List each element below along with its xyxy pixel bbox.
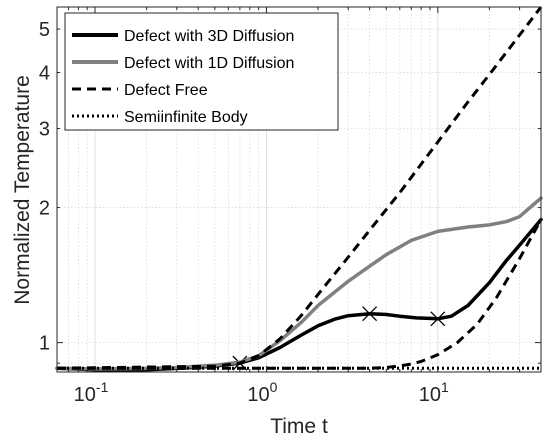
- y-tick-label: 4: [39, 63, 50, 85]
- x-tick-label: 101: [419, 379, 449, 406]
- legend-label: Semiinfinite Body: [124, 109, 248, 126]
- plot-frame: [56, 6, 542, 373]
- data-marker: [362, 306, 378, 322]
- legend-item: Defect with 3D Diffusion: [72, 28, 294, 45]
- x-tick-label: 100: [247, 379, 277, 406]
- legend-box: [64, 12, 339, 131]
- y-tick-label: 2: [39, 198, 50, 220]
- legend-item: Semiinfinite Body: [72, 109, 248, 126]
- legend-item: Defect with 1D Diffusion: [72, 55, 294, 72]
- series-layer: [55, 6, 543, 373]
- x-tick-label: 10-1: [74, 379, 109, 406]
- legend: Defect with 3D Diffusion Defect with 1D D…: [64, 12, 339, 131]
- data-marker: [430, 311, 446, 327]
- series-line-3: [56, 6, 543, 370]
- y-tick-label: 1: [39, 333, 50, 355]
- legend-label: Defect with 1D Diffusion: [124, 55, 294, 72]
- series-line-2: [57, 218, 543, 370]
- legend-item: Defect Free: [72, 82, 208, 99]
- ticks: 10-1 100 101 1 2 3 4 5: [39, 7, 542, 406]
- legend-label: Defect Free: [124, 82, 208, 99]
- y-tick-label: 3: [39, 119, 50, 141]
- y-axis-label: Normalized Temperature: [11, 75, 34, 305]
- legend-label: Defect with 3D Diffusion: [124, 28, 294, 45]
- y-tick-label: 5: [39, 19, 50, 41]
- x-axis-label: Time t: [270, 415, 328, 438]
